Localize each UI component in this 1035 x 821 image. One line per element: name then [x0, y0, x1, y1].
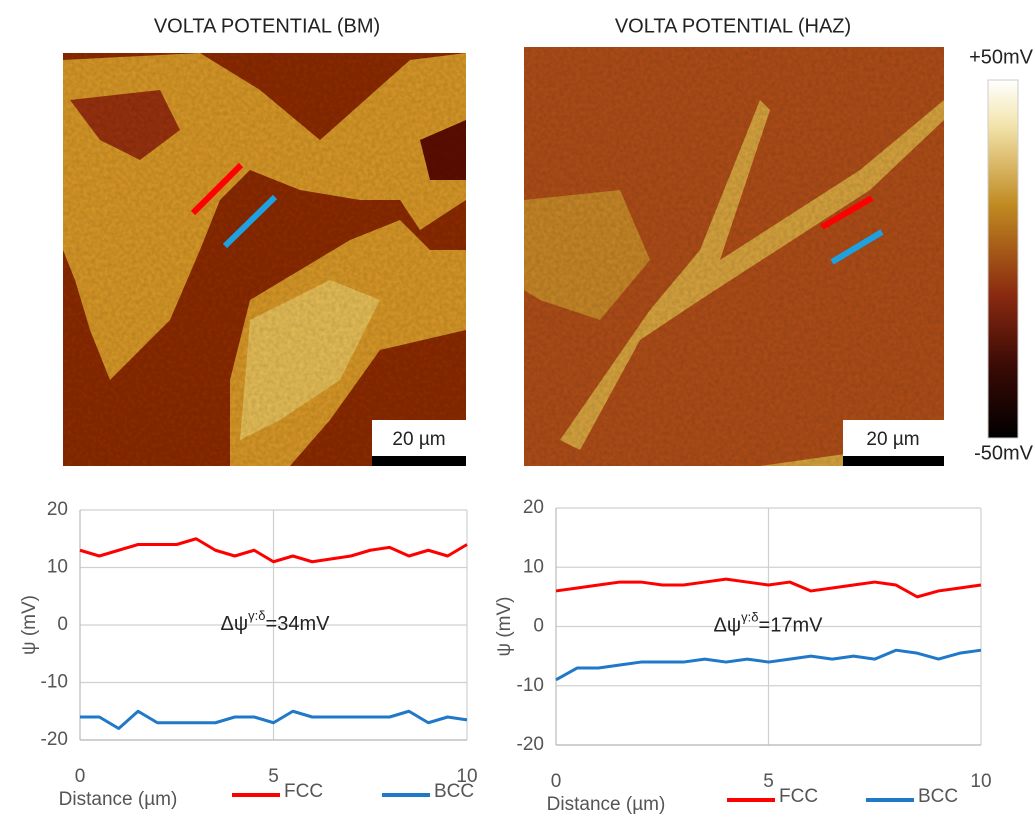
y-tick-label: 20: [47, 499, 68, 520]
annotation-sup: γ:δ: [248, 608, 265, 623]
scale-label: 20 µm: [392, 429, 445, 450]
x-axis-label: Distance (µm): [547, 794, 666, 815]
legend-label: BCC: [434, 781, 474, 802]
colorbar-max: +50mV: [969, 46, 1034, 68]
kpfm-map-bm: [63, 53, 466, 466]
y-axis-label: ψ (mV): [19, 595, 40, 655]
annotation-sup: γ:δ: [741, 610, 758, 625]
scale-label: 20 µm: [866, 429, 919, 450]
y-tick-label: -10: [517, 675, 544, 696]
annotation: Δψγ:δ=17mV: [714, 610, 824, 637]
y-tick-label: -20: [41, 729, 68, 750]
colorbar-min: -50mV: [974, 442, 1034, 464]
x-tick-label: 0: [75, 766, 86, 787]
y-axis-label: ψ (mV): [494, 597, 515, 657]
annotation-rest: =34mV: [266, 613, 331, 635]
legend-label: FCC: [779, 786, 818, 807]
kpfm-map-haz: [524, 47, 944, 466]
scale-bar: [372, 456, 466, 466]
legend-label: BCC: [918, 786, 958, 807]
y-tick-label: -20: [517, 734, 544, 755]
y-tick-label: -10: [41, 672, 68, 693]
colorbar: [988, 80, 1018, 438]
figure: 20 µm 20 µm VOLTA POTENTIAL (BM) VOLTA P…: [0, 0, 1035, 816]
y-tick-label: 0: [533, 616, 544, 637]
annotation-rest: =17mV: [759, 615, 824, 637]
y-tick-label: 20: [523, 497, 544, 518]
panel-title: VOLTA POTENTIAL (BM): [154, 15, 380, 37]
scale-bar: [843, 456, 944, 466]
annotation: Δψγ:δ=34mV: [221, 608, 331, 635]
y-tick-label: 10: [523, 556, 544, 577]
y-tick-label: 0: [57, 614, 68, 635]
panel-title: VOLTA POTENTIAL (HAZ): [615, 15, 851, 37]
page: 20 µm 20 µm VOLTA POTENTIAL (BM) VOLTA P…: [0, 0, 1035, 821]
annotation-base: Δψ: [221, 613, 249, 635]
x-tick-label: 5: [268, 766, 279, 787]
x-tick-label: 10: [970, 771, 991, 792]
x-axis-label: Distance (µm): [59, 789, 178, 810]
y-tick-label: 10: [47, 557, 68, 578]
x-tick-label: 5: [763, 771, 774, 792]
legend-label: FCC: [284, 781, 323, 802]
x-tick-label: 0: [551, 771, 562, 792]
annotation-base: Δψ: [714, 615, 742, 637]
